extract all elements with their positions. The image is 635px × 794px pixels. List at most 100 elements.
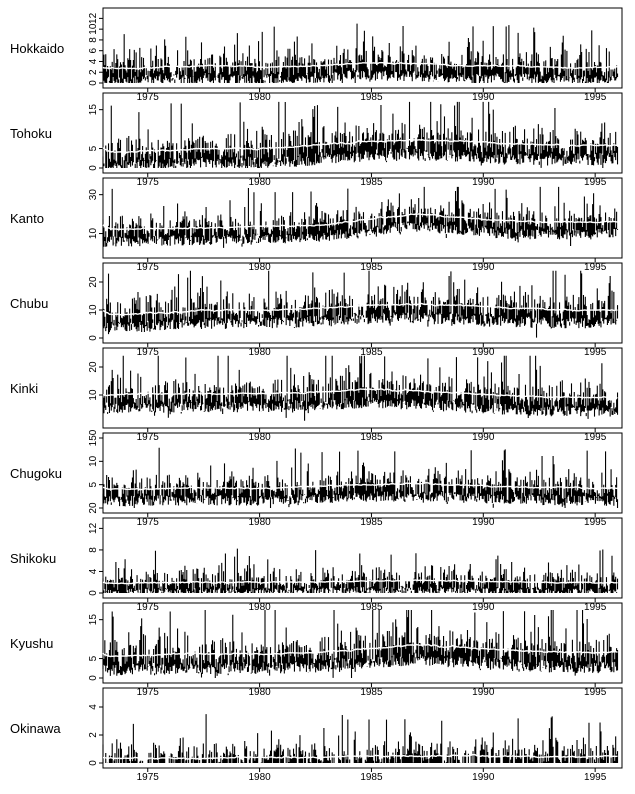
- panel-shikoku: Shikoku 0 4 8 12 1975 1980 1985 1990 1995: [10, 517, 623, 613]
- y-tick-label: 12: [88, 12, 99, 24]
- panel-chugoku: Chugoku 20 5 10 150 1975 1980 1985 1990 1995: [10, 429, 623, 528]
- y-tick-label: 150: [88, 429, 99, 446]
- y-tick-label: 0: [88, 80, 99, 86]
- x-tick-label: 1990: [472, 602, 495, 613]
- y-tick-label: 0: [88, 760, 99, 766]
- raw-series: [102, 186, 619, 248]
- y-tick-label: 15: [88, 104, 99, 116]
- y-tick-label: 10: [88, 228, 99, 240]
- panel-title: Shikoku: [10, 551, 56, 566]
- y-tick-label: 10: [88, 389, 99, 401]
- x-tick-label: 1990: [472, 432, 495, 443]
- smoothed-series: [102, 388, 618, 400]
- y-tick-label: 0: [88, 165, 99, 171]
- panel-title: Kinki: [10, 381, 38, 396]
- raw-series: [102, 101, 619, 168]
- smoothed-series: [102, 302, 618, 316]
- x-tick-label: 1995: [584, 262, 607, 273]
- y-tick-label: 4: [88, 568, 99, 574]
- panel-frame: [102, 262, 623, 344]
- x-tick-label: 1975: [137, 432, 160, 443]
- y-tick-label: 5: [88, 655, 99, 661]
- x-tick-label: 1975: [137, 177, 160, 188]
- raw-series: [102, 548, 619, 593]
- panel-chubu: Chubu 0 10 20 1975 1980 1985 1990 1995: [10, 262, 623, 358]
- y-tick-label: 0: [88, 675, 99, 681]
- x-tick-label: 1985: [360, 687, 383, 698]
- y-tick-label: 2: [88, 69, 99, 75]
- x-tick-label: 1985: [360, 177, 383, 188]
- panel-frame: [102, 177, 623, 259]
- panel-title: Okinawa: [10, 721, 61, 736]
- y-tick-label: 5: [88, 145, 99, 151]
- y-tick-label: 0: [88, 590, 99, 596]
- smoothed-series: [102, 579, 618, 585]
- panel-title: Chugoku: [10, 466, 62, 481]
- x-tick-label: 1975: [137, 517, 160, 528]
- y-tick-label: 10: [88, 23, 99, 35]
- x-tick-label: 1995: [584, 602, 607, 613]
- x-tick-label: 1980: [248, 602, 271, 613]
- x-tick-label: 1995: [584, 92, 607, 103]
- panel-okinawa: Okinawa 0 2 4 1975 1980 1985 1990 1995: [10, 687, 623, 783]
- panel-frame: [102, 517, 623, 599]
- y-tick-label: 0: [88, 335, 99, 341]
- raw-series: [102, 355, 619, 421]
- raw-series: [102, 447, 619, 508]
- smoothed-series: [102, 138, 618, 154]
- x-tick-label: 1980: [248, 687, 271, 698]
- x-tick-label: 1995: [584, 432, 607, 443]
- smoothed-series: [102, 753, 618, 760]
- x-tick-label: 1980: [248, 517, 271, 528]
- y-tick-label: 20: [88, 361, 99, 373]
- panel-frame: [102, 602, 623, 684]
- y-tick-label: 12: [88, 522, 99, 534]
- x-tick-label: 1990: [472, 517, 495, 528]
- x-tick-label: 1990: [472, 92, 495, 103]
- smoothed-series: [102, 643, 618, 658]
- y-tick-label: 15: [88, 614, 99, 626]
- x-tick-label: 1995: [584, 347, 607, 358]
- panel-frame: [102, 347, 623, 429]
- panel-frame: [102, 92, 623, 174]
- x-tick-label: 1990: [472, 262, 495, 273]
- y-tick-label: 8: [88, 547, 99, 553]
- x-tick-label: 1975: [137, 772, 160, 783]
- panel-frame: [102, 7, 623, 89]
- x-tick-label: 1975: [137, 347, 160, 358]
- y-tick-label: 4: [88, 58, 99, 64]
- x-tick-label: 1975: [137, 262, 160, 273]
- y-tick-label: 30: [88, 189, 99, 201]
- x-tick-label: 1985: [360, 602, 383, 613]
- x-tick-label: 1990: [472, 687, 495, 698]
- y-tick-label: 10: [88, 455, 99, 467]
- panel-title: Chubu: [10, 296, 48, 311]
- y-tick-label: 2: [88, 732, 99, 738]
- x-tick-label: 1975: [137, 687, 160, 698]
- panel-kyushu: Kyushu 0 5 15 1975 1980 1985 1990 1995: [10, 602, 623, 698]
- y-tick-label: 20: [88, 502, 99, 514]
- x-tick-label: 1975: [137, 92, 160, 103]
- panel-kinki: Kinki 10 20 1975 1980 1985 1990 1995: [10, 347, 623, 443]
- x-tick-label: 1990: [472, 772, 495, 783]
- panel-kanto: Kanto 10 30 1975 1980 1985 1990 1995: [10, 177, 623, 273]
- x-tick-label: 1980: [248, 92, 271, 103]
- y-tick-label: 8: [88, 37, 99, 43]
- x-tick-label: 1980: [248, 347, 271, 358]
- x-tick-label: 1990: [472, 347, 495, 358]
- smoothed-series: [102, 213, 618, 231]
- raw-series: [102, 609, 619, 678]
- x-tick-label: 1975: [137, 602, 160, 613]
- panel-title: Kyushu: [10, 636, 53, 651]
- x-tick-label: 1980: [248, 772, 271, 783]
- y-tick-label: 4: [88, 704, 99, 710]
- x-tick-label: 1995: [584, 177, 607, 188]
- x-tick-label: 1980: [248, 262, 271, 273]
- panel-frame: [102, 687, 623, 769]
- x-tick-label: 1985: [360, 92, 383, 103]
- panel-title: Kanto: [10, 211, 44, 226]
